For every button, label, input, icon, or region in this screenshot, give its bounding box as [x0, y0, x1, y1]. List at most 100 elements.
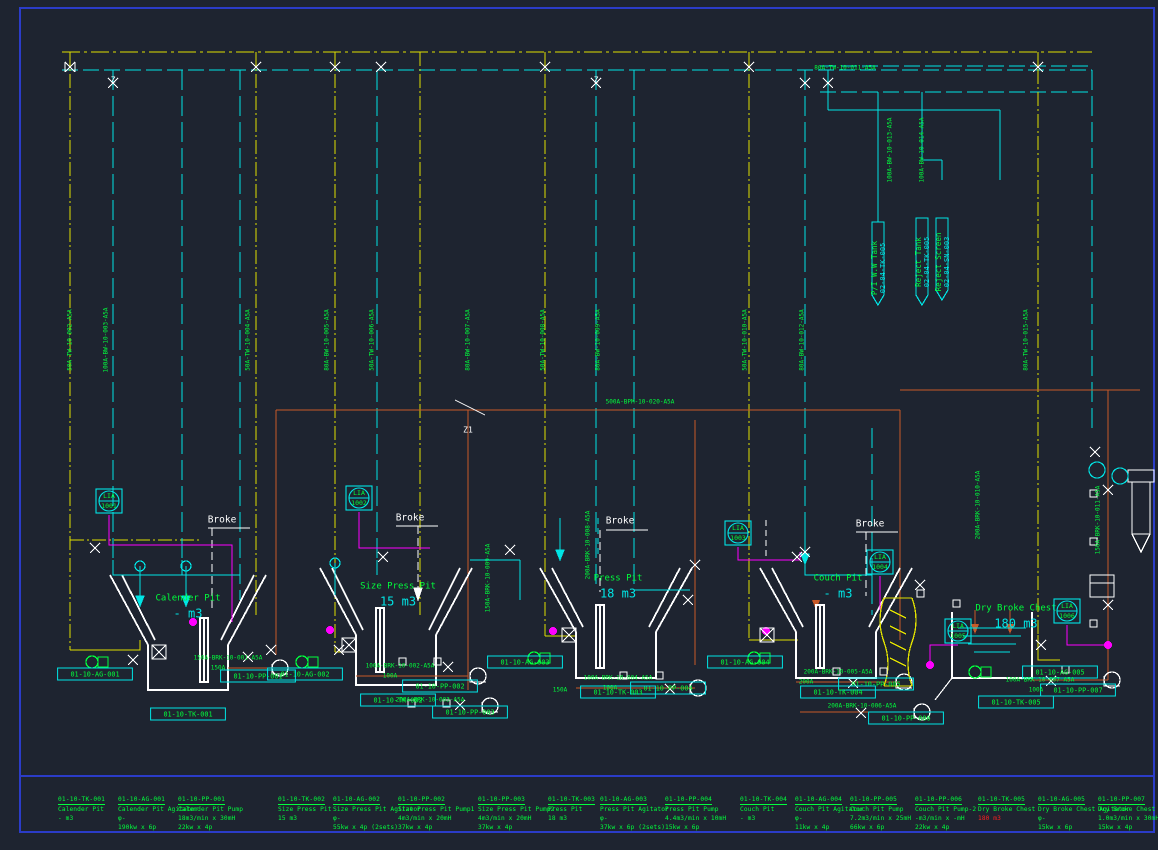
legend-entry-line: 18 m3 [548, 815, 568, 822]
valve-size-label: 100A [603, 685, 618, 692]
svg-text:01-10-TK-005: 01-10-TK-005 [991, 699, 1040, 707]
valve-size-label: 100A [383, 673, 398, 680]
agitator-tag-box[interactable]: 01-10-AG-003 [487, 655, 563, 669]
legend-entry: 01-10-TK-005 Dry Broke Chest 180 m3 [978, 786, 1050, 823]
pipe-label-vertical: 80A-BW-10-009-A5A [595, 309, 602, 371]
svg-text:01-10-TK-001: 01-10-TK-001 [163, 711, 212, 719]
instrument-bubble[interactable]: LIA 1001 [95, 488, 123, 514]
agitator-tag-box[interactable]: 01-10-AG-002 [267, 667, 343, 681]
legend-entry: 01-10-PP-005 Couch Pit Pump 7.2m3/min x 25… [850, 786, 922, 832]
pump-tag-box[interactable]: 01-10-PP-003 [432, 705, 508, 719]
tank-tag-box[interactable]: 01-10-TK-004 [800, 685, 876, 699]
svg-text:01-10-PP-005: 01-10-PP-005 [851, 681, 900, 689]
svg-text:Reject Screen: Reject Screen [934, 233, 943, 292]
legend-entry-line: φ- [600, 815, 608, 822]
pipe-label-horizontal: 200A-BRK-10-005-A5A [804, 669, 873, 676]
pipe-label-vertical: 80A-TW-10-015-A5A [1023, 309, 1030, 371]
legend-entry-line: φ- [118, 815, 126, 822]
legend-entry-tag: 01-10-PP-001 [178, 796, 226, 805]
tank-tag-box[interactable]: 01-10-TK-005 [978, 695, 1054, 709]
tank-label: Dry Broke Chest 180 m3 [975, 604, 1056, 631]
pipe-label-vertical: 80A-BW-10-005-A5A [324, 309, 331, 371]
svg-text:01-10-AG-004: 01-10-AG-004 [720, 659, 769, 667]
legend-entry-tag: 01-10-AG-004 [795, 796, 843, 805]
svg-text:LIA: LIA [874, 553, 886, 561]
legend-entry: 01-10-AG-003 Press Pit Agitator φ- 37kw x 6… [600, 786, 672, 832]
tank-tag-box[interactable]: 01-10-TK-002 [360, 693, 436, 707]
pipe-label-vertical: 100A-BW-10-003-A5A [103, 307, 110, 372]
instrument-signal-lines [108, 512, 1108, 665]
legend-entry-tag: 01-10-PP-003 [478, 796, 526, 805]
agitator-tag-box[interactable]: 01-10-AG-005 [1022, 665, 1098, 679]
pump-tag-box[interactable]: 01-10-PP-005 [838, 677, 914, 691]
agitator-tag-box[interactable]: 01-10-AG-004 [707, 655, 783, 669]
legend-entry-line: 4.4m3/min x 10mH [665, 815, 727, 822]
vertical-vessel-shapes [871, 217, 949, 307]
svg-text:Press Pit: Press Pit [594, 574, 643, 584]
legend-entry-line: - m3 [58, 815, 74, 822]
pipe-label-riser: 200A-BRK-10-008-A5A [585, 510, 592, 579]
svg-text:01-10-PP-007: 01-10-PP-007 [1053, 687, 1102, 695]
broke-label: Broke [856, 519, 885, 530]
pump-symbols [271, 659, 1121, 721]
legend-entry: 01-10-PP-006 Couch Pit Pump-2 -m3/min x -m… [915, 786, 987, 832]
svg-text:LIA: LIA [732, 524, 744, 532]
broke-droplines [208, 525, 898, 612]
legend-entry-tag: 01-10-TK-003 [548, 796, 596, 805]
legend-entry: 01-10-TK-001 Calender Pit - m3 [58, 786, 130, 823]
legend-entry-line: Couch Pit [740, 806, 775, 813]
orange-process-main [275, 389, 1140, 690]
legend-entry-line: Couch Pit Pump-2 [915, 806, 977, 813]
instrument-bubble[interactable]: LIA 1002 [345, 485, 373, 511]
pump-tag-box[interactable]: 01-10-PP-004 [630, 681, 706, 695]
tank-tag-box[interactable]: 01-10-TK-003 [580, 685, 656, 699]
legend-entry-line: Dry Broke Chest [978, 806, 1036, 813]
legend-entry-line: Size Press Pit [278, 806, 332, 813]
legend-entry: 01-10-AG-001 Calender Pit Agitator φ- 190k… [118, 786, 198, 832]
pipe-label-horizontal: 200A-BRK-10-003-A5A [396, 697, 465, 704]
pump-tag-box[interactable]: 01-10-PP-006 [868, 711, 944, 725]
legend-entry-line: 18m3/min x 30mH [178, 815, 236, 822]
legend-entry: 01-10-AG-004 Couch Pit Agitator φ- 11kw x 4… [795, 786, 867, 832]
tank-tag-box[interactable]: 01-10-TK-001 [150, 707, 226, 721]
legend-entry-line: 4m3/min x 20mH [478, 815, 532, 822]
valve-size-label: 200A [799, 679, 814, 686]
instrument-bubble[interactable]: LIA 1003 [724, 520, 752, 546]
agitator-tag-box[interactable]: 01-10-AG-001 [57, 667, 133, 681]
svg-text:LIA: LIA [1061, 602, 1073, 610]
legend-entry: 01-10-PP-003 Size Press Pit Pump2 4m3/min … [478, 786, 554, 832]
pump-tag-box[interactable]: 01-10-PP-001 [220, 669, 296, 683]
legend-entry-line: - m3 [740, 815, 756, 822]
svg-text:P/I W.W Tank: P/I W.W Tank [870, 240, 879, 295]
svg-text:Size Press Pit: Size Press Pit [360, 582, 436, 592]
legend-entry-line: 15kw x 4p [1098, 824, 1133, 831]
legend-entry-line: 37kw x 4p [478, 824, 513, 831]
instrument-bubble[interactable]: LIA 1005 [944, 618, 972, 644]
agitator-shafts [199, 604, 825, 683]
legend-entry-tag: 01-10-TK-004 [740, 796, 788, 805]
valve-size-label: 150A [211, 665, 226, 672]
legend-entry-line: φ- [1038, 815, 1046, 822]
svg-text:Dry Broke Chest: Dry Broke Chest [975, 604, 1056, 614]
tank-label: Press Pit 18 m3 [594, 574, 643, 601]
yellow-feeder-2 [70, 640, 141, 651]
instrument-bubble[interactable]: LIA 1004 [866, 549, 894, 575]
legend-entry-line: 37kw x 6p (2sets) [600, 824, 666, 831]
instrument-bubble[interactable]: LIA 1006 [1053, 598, 1081, 624]
svg-text:02-04-TK-005: 02-04-TK-005 [879, 243, 887, 294]
tank-label: Couch Pit - m3 [814, 574, 863, 601]
pipe-label-vertical: 50A-TW-10-008-A5A [540, 309, 547, 371]
pump-tag-box[interactable]: 01-10-PP-002 [402, 679, 478, 693]
svg-text:01-10-PP-002: 01-10-PP-002 [415, 683, 464, 691]
svg-text:02-04-SN-003: 02-04-SN-003 [943, 237, 951, 288]
pump-tag-box[interactable]: 01-10-PP-007 [1040, 683, 1116, 697]
svg-text:01-10-TK-002: 01-10-TK-002 [373, 697, 422, 705]
right-indicator-bubbles [1088, 461, 1129, 485]
yellow-feeder-6 [1037, 635, 1060, 661]
legend-entry-line: Calender Pit [58, 806, 104, 813]
svg-text:Couch Pit: Couch Pit [814, 574, 863, 584]
legend-entry-tag: 01-10-PP-004 [665, 796, 713, 805]
pipe-label-riser: 150A-BRK-10-011-A5A [1095, 485, 1102, 554]
svg-text:LIA: LIA [952, 622, 964, 630]
